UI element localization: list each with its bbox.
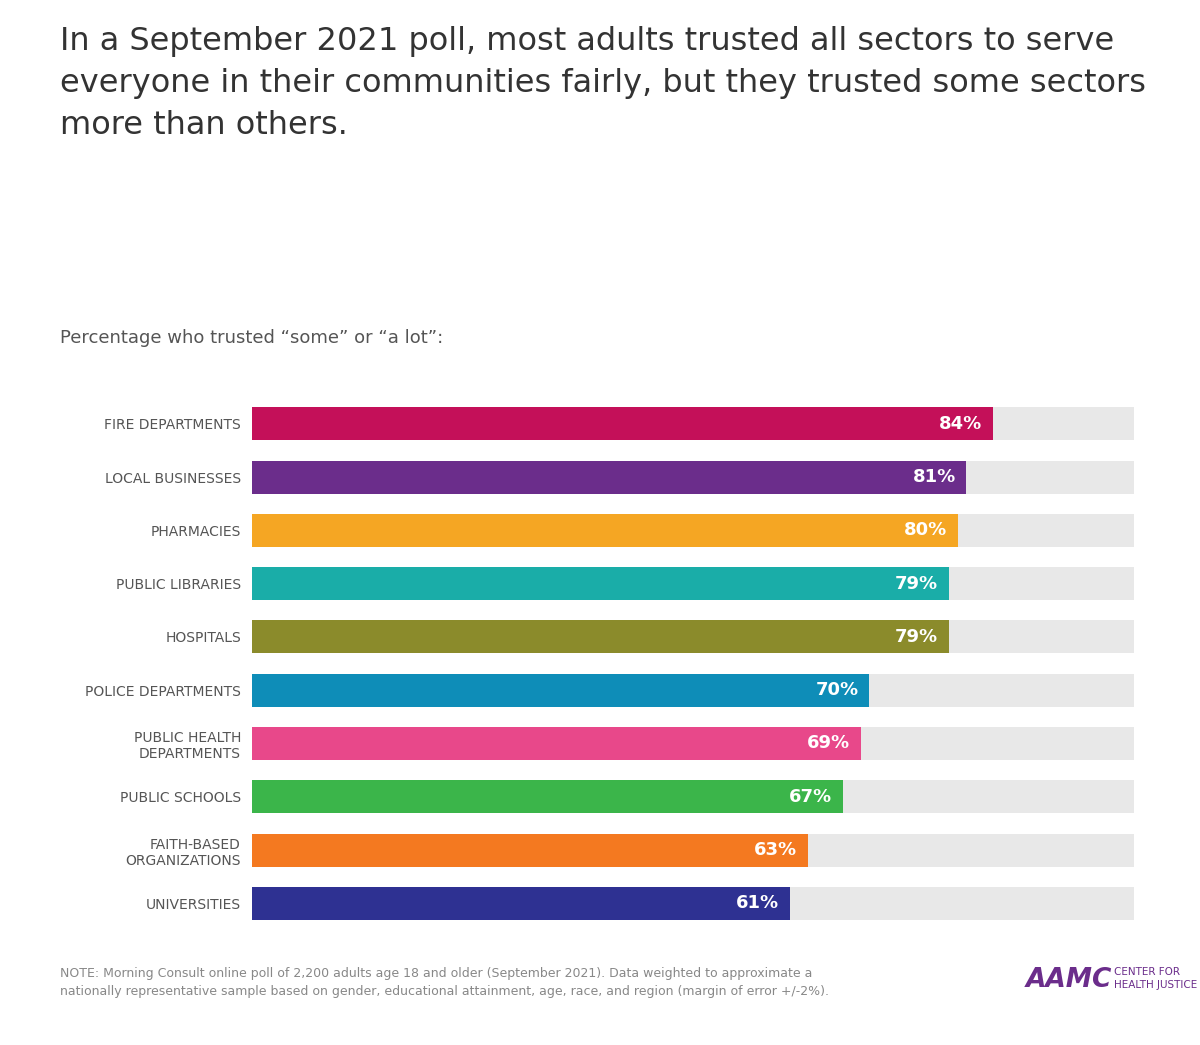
Bar: [252, 781, 842, 813]
Bar: [252, 781, 1134, 813]
Text: 61%: 61%: [737, 895, 780, 912]
Text: 69%: 69%: [806, 735, 850, 752]
Text: 67%: 67%: [790, 788, 833, 806]
Bar: [252, 567, 1134, 600]
Bar: [252, 727, 860, 760]
Bar: [252, 887, 790, 920]
Text: everyone in their communities fairly, but they trusted some sectors: everyone in their communities fairly, bu…: [60, 68, 1146, 99]
Text: 79%: 79%: [895, 575, 938, 593]
Text: 80%: 80%: [904, 521, 947, 539]
Text: Percentage who trusted “some” or “a lot”:: Percentage who trusted “some” or “a lot”…: [60, 329, 443, 347]
Text: AAMC: AAMC: [1026, 967, 1112, 993]
Text: 63%: 63%: [754, 841, 797, 859]
Bar: [252, 408, 992, 440]
Bar: [252, 834, 1134, 866]
Bar: [252, 461, 966, 493]
Bar: [252, 514, 958, 547]
Bar: [252, 461, 1134, 493]
Bar: [252, 834, 808, 866]
Bar: [252, 567, 949, 600]
Text: CENTER FOR
HEALTH JUSTICE: CENTER FOR HEALTH JUSTICE: [1114, 967, 1196, 990]
Text: In a September 2021 poll, most adults trusted all sectors to serve: In a September 2021 poll, most adults tr…: [60, 26, 1115, 57]
Bar: [252, 887, 1134, 920]
Bar: [252, 514, 1134, 547]
Text: 70%: 70%: [816, 681, 859, 699]
Text: NOTE: Morning Consult online poll of 2,200 adults age 18 and older (September 20: NOTE: Morning Consult online poll of 2,2…: [60, 967, 829, 998]
Text: 81%: 81%: [912, 468, 956, 486]
Bar: [252, 674, 869, 706]
Bar: [252, 674, 1134, 706]
Text: 79%: 79%: [895, 628, 938, 646]
Bar: [252, 621, 1134, 653]
Text: 84%: 84%: [940, 415, 983, 433]
Bar: [252, 621, 949, 653]
Text: more than others.: more than others.: [60, 110, 348, 141]
Bar: [252, 408, 1134, 440]
Bar: [252, 727, 1134, 760]
